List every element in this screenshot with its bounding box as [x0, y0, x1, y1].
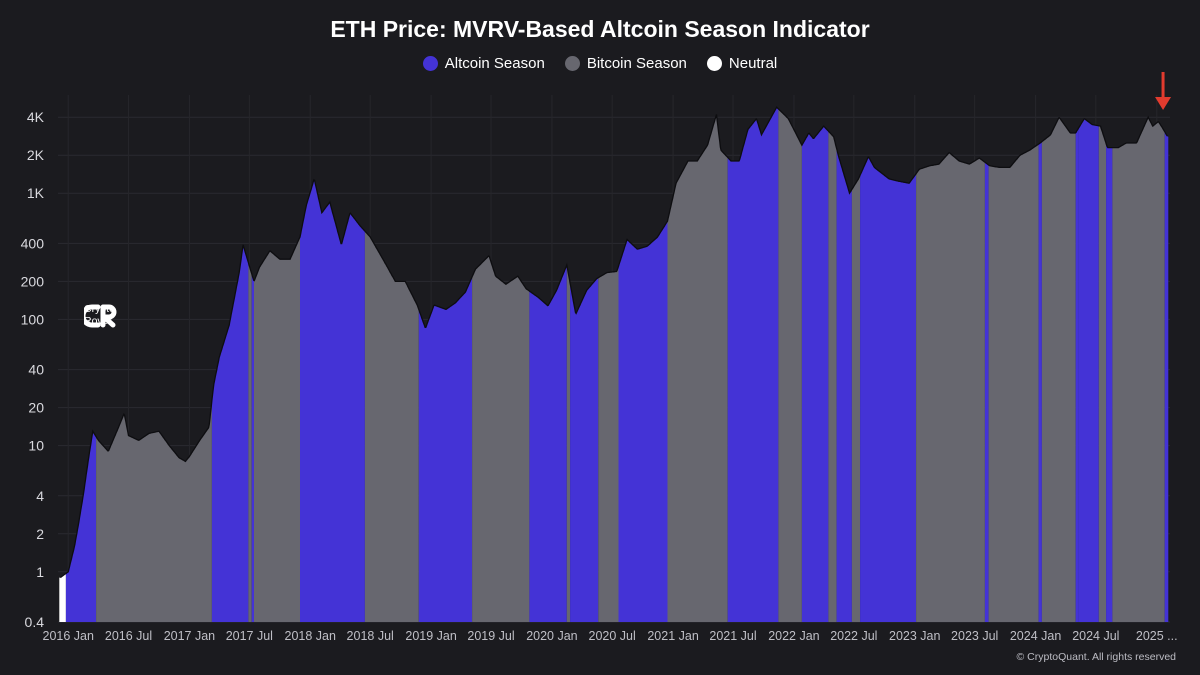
x-tick-label: 2020 Jul [589, 629, 636, 643]
neutral-swatch [706, 56, 722, 71]
legend-label-altcoin: Altcoin Season [444, 55, 545, 72]
cr-logo-icon [84, 304, 117, 328]
season-band-bitcoin [1098, 125, 1107, 623]
season-band-altcoin [1164, 131, 1169, 622]
eth-price-line [59, 106, 1168, 579]
season-band-bitcoin [1041, 117, 1076, 622]
x-tick-label: 2018 Jul [347, 629, 394, 643]
y-tick-label: 0.4 [25, 614, 45, 630]
x-tick-label: 2024 Jan [1010, 629, 1061, 643]
legend-item-altcoin[interactable]: Altcoin Season [422, 55, 545, 72]
x-tick-label: 2020 Jan [526, 629, 577, 643]
legend-label-bitcoin: Bitcoin Season [586, 55, 687, 72]
y-tick-label: 4K [27, 109, 45, 125]
season-band-bitcoin [566, 265, 571, 622]
legend-item-neutral[interactable]: Neutral [706, 55, 778, 72]
season-band-altcoin [300, 179, 365, 622]
chart-title: ETH Price: MVRV-Based Altcoin Season Ind… [330, 16, 870, 42]
season-band-bitcoin [988, 144, 1039, 622]
x-tick-label: 2025 ... [1136, 629, 1178, 643]
copyright-footer: © CryptoQuant. All rights reserved [1016, 651, 1176, 663]
season-band-altcoin [984, 162, 989, 623]
x-tick-label: 2022 Jul [830, 629, 877, 643]
season-band-altcoin [251, 273, 254, 622]
y-tick-label: 4 [36, 488, 44, 504]
season-band-altcoin [1038, 141, 1042, 622]
x-tick-label: 2021 Jul [709, 629, 756, 643]
x-tick-label: 2019 Jan [405, 629, 456, 643]
x-tick-label: 2016 Jul [105, 629, 152, 643]
y-tick-label: 400 [21, 235, 45, 251]
y-tick-label: 1K [27, 185, 45, 201]
x-tick-label: 2018 Jan [285, 629, 336, 643]
season-band-altcoin [860, 157, 917, 622]
season-band-bitcoin [778, 108, 802, 622]
chart-legend: Altcoin Season Bitcoin Season Neutral [0, 55, 1200, 72]
season-band-altcoin [570, 277, 599, 622]
season-band-altcoin [1075, 128, 1079, 622]
y-tick-label: 1 [36, 564, 44, 580]
season-band-bitcoin [851, 175, 861, 622]
y-tick-label: 10 [28, 438, 44, 454]
x-tick-label: 2022 Jan [768, 629, 819, 643]
season-band-altcoin [618, 221, 668, 622]
season-band-bitcoin [472, 256, 530, 622]
annotations [1155, 72, 1172, 110]
y-tick-label: 20 [28, 400, 44, 416]
x-tick-label: 2016 Jan [43, 629, 94, 643]
x-tick-label: 2023 Jul [951, 629, 998, 643]
season-band-altcoin [211, 244, 249, 623]
season-band-bitcoin [598, 266, 619, 622]
season-band-bitcoin [364, 231, 419, 622]
season-band-altcoin [1078, 118, 1099, 623]
season-band-altcoin [1106, 143, 1113, 622]
season-band-altcoin [801, 126, 829, 622]
legend-label-neutral: Neutral [728, 55, 778, 72]
season-band-altcoin [65, 431, 97, 622]
season-band-altcoin [727, 107, 779, 622]
season-band-altcoin [836, 148, 852, 622]
altcoin-swatch [422, 56, 438, 71]
season-band-bitcoin [667, 114, 728, 622]
y-tick-label: 200 [21, 273, 45, 289]
x-axis-ticks: 2016 Jan 2016 Jul 2017 Jan 2017 Jul 2018 Jan… [43, 629, 1178, 643]
season-band-bitcoin [916, 152, 985, 622]
y-tick-label: 2K [27, 147, 45, 163]
season-band-bitcoin [248, 262, 252, 622]
bitcoin-swatch [564, 56, 580, 71]
season-band-bitcoin [254, 237, 300, 622]
season-bands [59, 106, 1169, 623]
x-tick-label: 2019 Jul [467, 629, 514, 643]
season-band-bitcoin [1112, 117, 1165, 622]
y-axis-ticks: 0.4 1 2 4 10 20 40 100 200 400 1K 2K 4K [21, 109, 45, 630]
season-band-altcoin [418, 276, 473, 622]
y-tick-label: 40 [28, 362, 44, 378]
y-tick-label: 100 [21, 311, 45, 327]
x-tick-label: 2021 Jan [647, 629, 698, 643]
season-band-neutral [59, 573, 66, 622]
y-tick-label: 2 [36, 526, 44, 542]
season-band-bitcoin [96, 400, 212, 622]
season-band-bitcoin [828, 131, 837, 622]
season-band-altcoin [529, 265, 567, 622]
x-tick-label: 2017 Jan [164, 629, 215, 643]
x-tick-label: 2023 Jan [889, 629, 940, 643]
x-tick-label: 2017 Jul [226, 629, 273, 643]
crypto-rover-logo: Crypto Rover [84, 303, 117, 328]
x-tick-label: 2024 Jul [1072, 629, 1119, 643]
legend-item-bitcoin[interactable]: Bitcoin Season [564, 55, 687, 72]
arrow-down-icon [1155, 97, 1172, 110]
